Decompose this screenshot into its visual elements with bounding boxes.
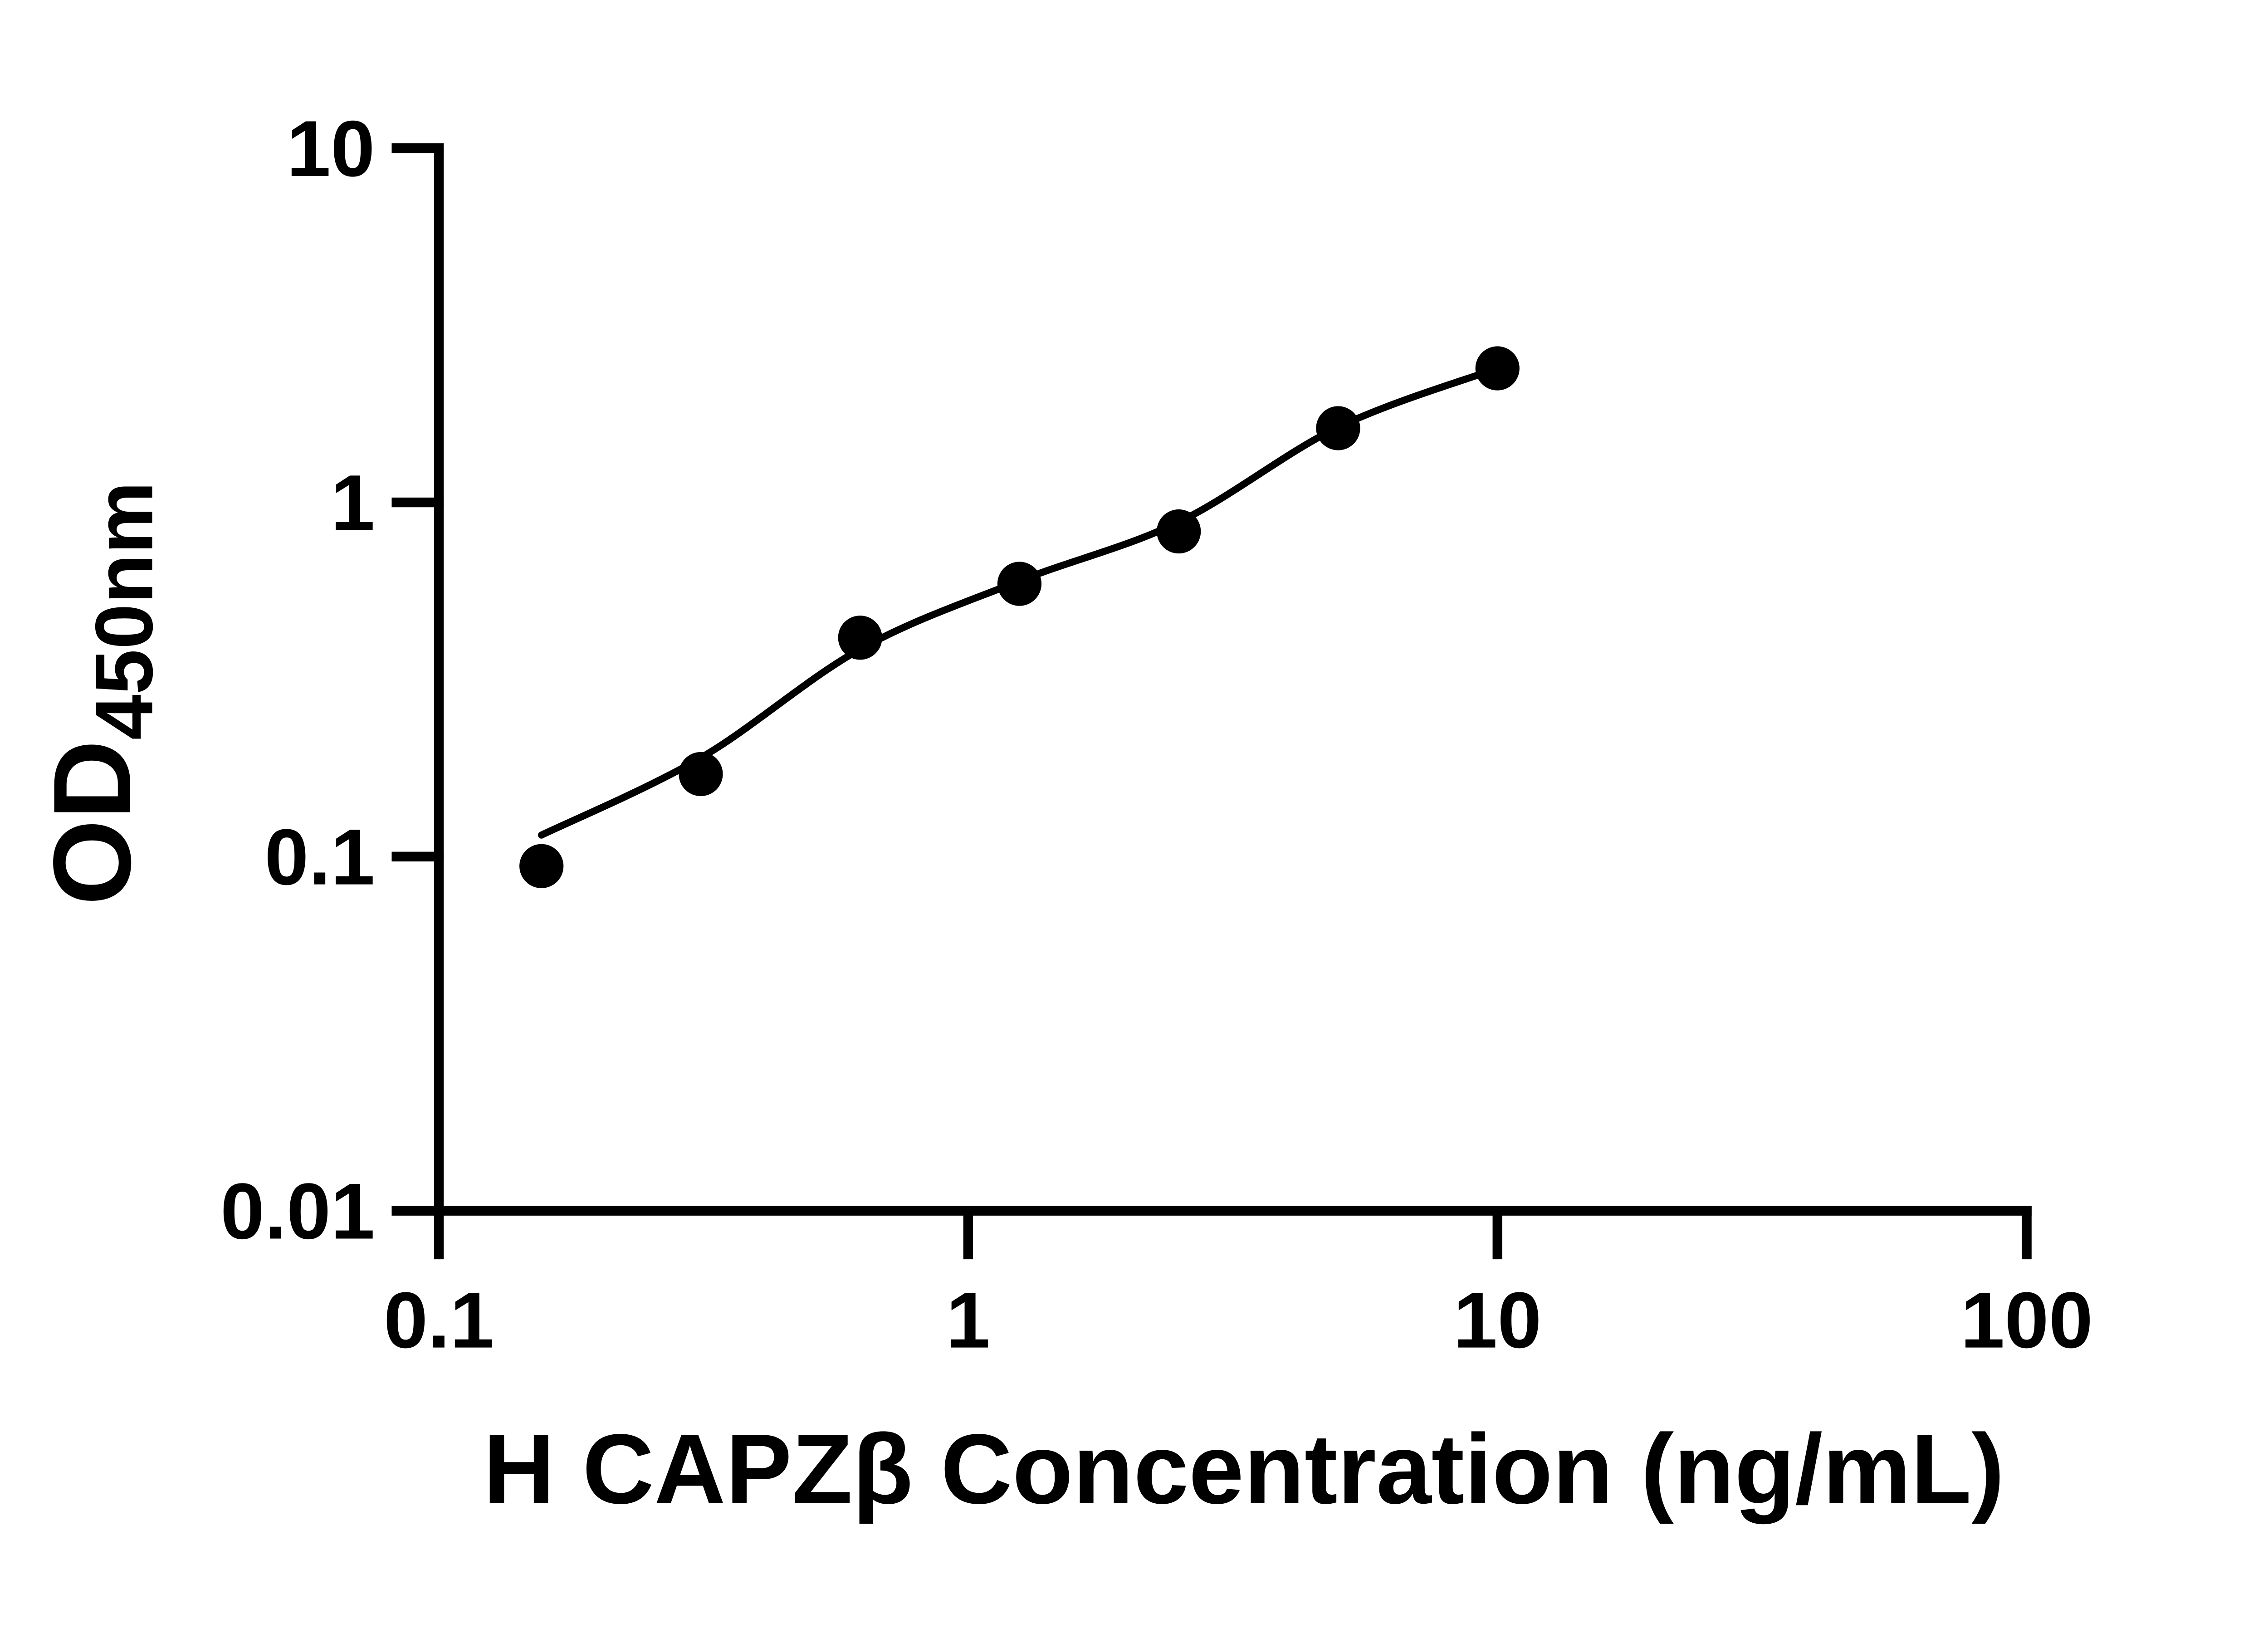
y-tick-label-0.01: 0.01 xyxy=(220,1167,375,1256)
data-point-6 xyxy=(1316,406,1360,450)
data-point-4 xyxy=(997,562,1042,606)
y-tick-label-10: 10 xyxy=(287,105,375,193)
y-axis-title-main: OD xyxy=(30,740,154,905)
x-tick-label-0.1: 0.1 xyxy=(384,1276,494,1365)
x-tick-label-100: 100 xyxy=(1960,1276,2093,1365)
x-axis-title: H CAPZβ Concentration (ng/mL) xyxy=(483,1414,2004,1525)
data-point-2 xyxy=(679,752,723,797)
data-point-1 xyxy=(519,844,564,888)
plot-background xyxy=(0,0,2268,1588)
elisa-standard-curve-figure: 0.01 0.1 1 10 0.1 1 10 100 H CAPZβ Concentrati… xyxy=(0,0,2268,1588)
y-tick-label-1: 1 xyxy=(331,459,375,548)
data-point-5 xyxy=(1157,509,1201,554)
y-tick-label-0.1: 0.1 xyxy=(264,813,375,902)
data-point-7 xyxy=(1475,346,1520,391)
data-points xyxy=(519,346,1520,888)
x-tick-label-10: 10 xyxy=(1453,1276,1542,1365)
x-axis: 0.1 1 10 100 xyxy=(384,1206,2093,1365)
y-axis: 0.01 0.1 1 10 xyxy=(220,105,444,1256)
y-axis-title-sub: 450nm xyxy=(78,481,170,740)
y-axis-title: OD450nm xyxy=(30,481,170,905)
data-point-3 xyxy=(838,616,882,660)
x-tick-label-1: 1 xyxy=(946,1276,990,1365)
